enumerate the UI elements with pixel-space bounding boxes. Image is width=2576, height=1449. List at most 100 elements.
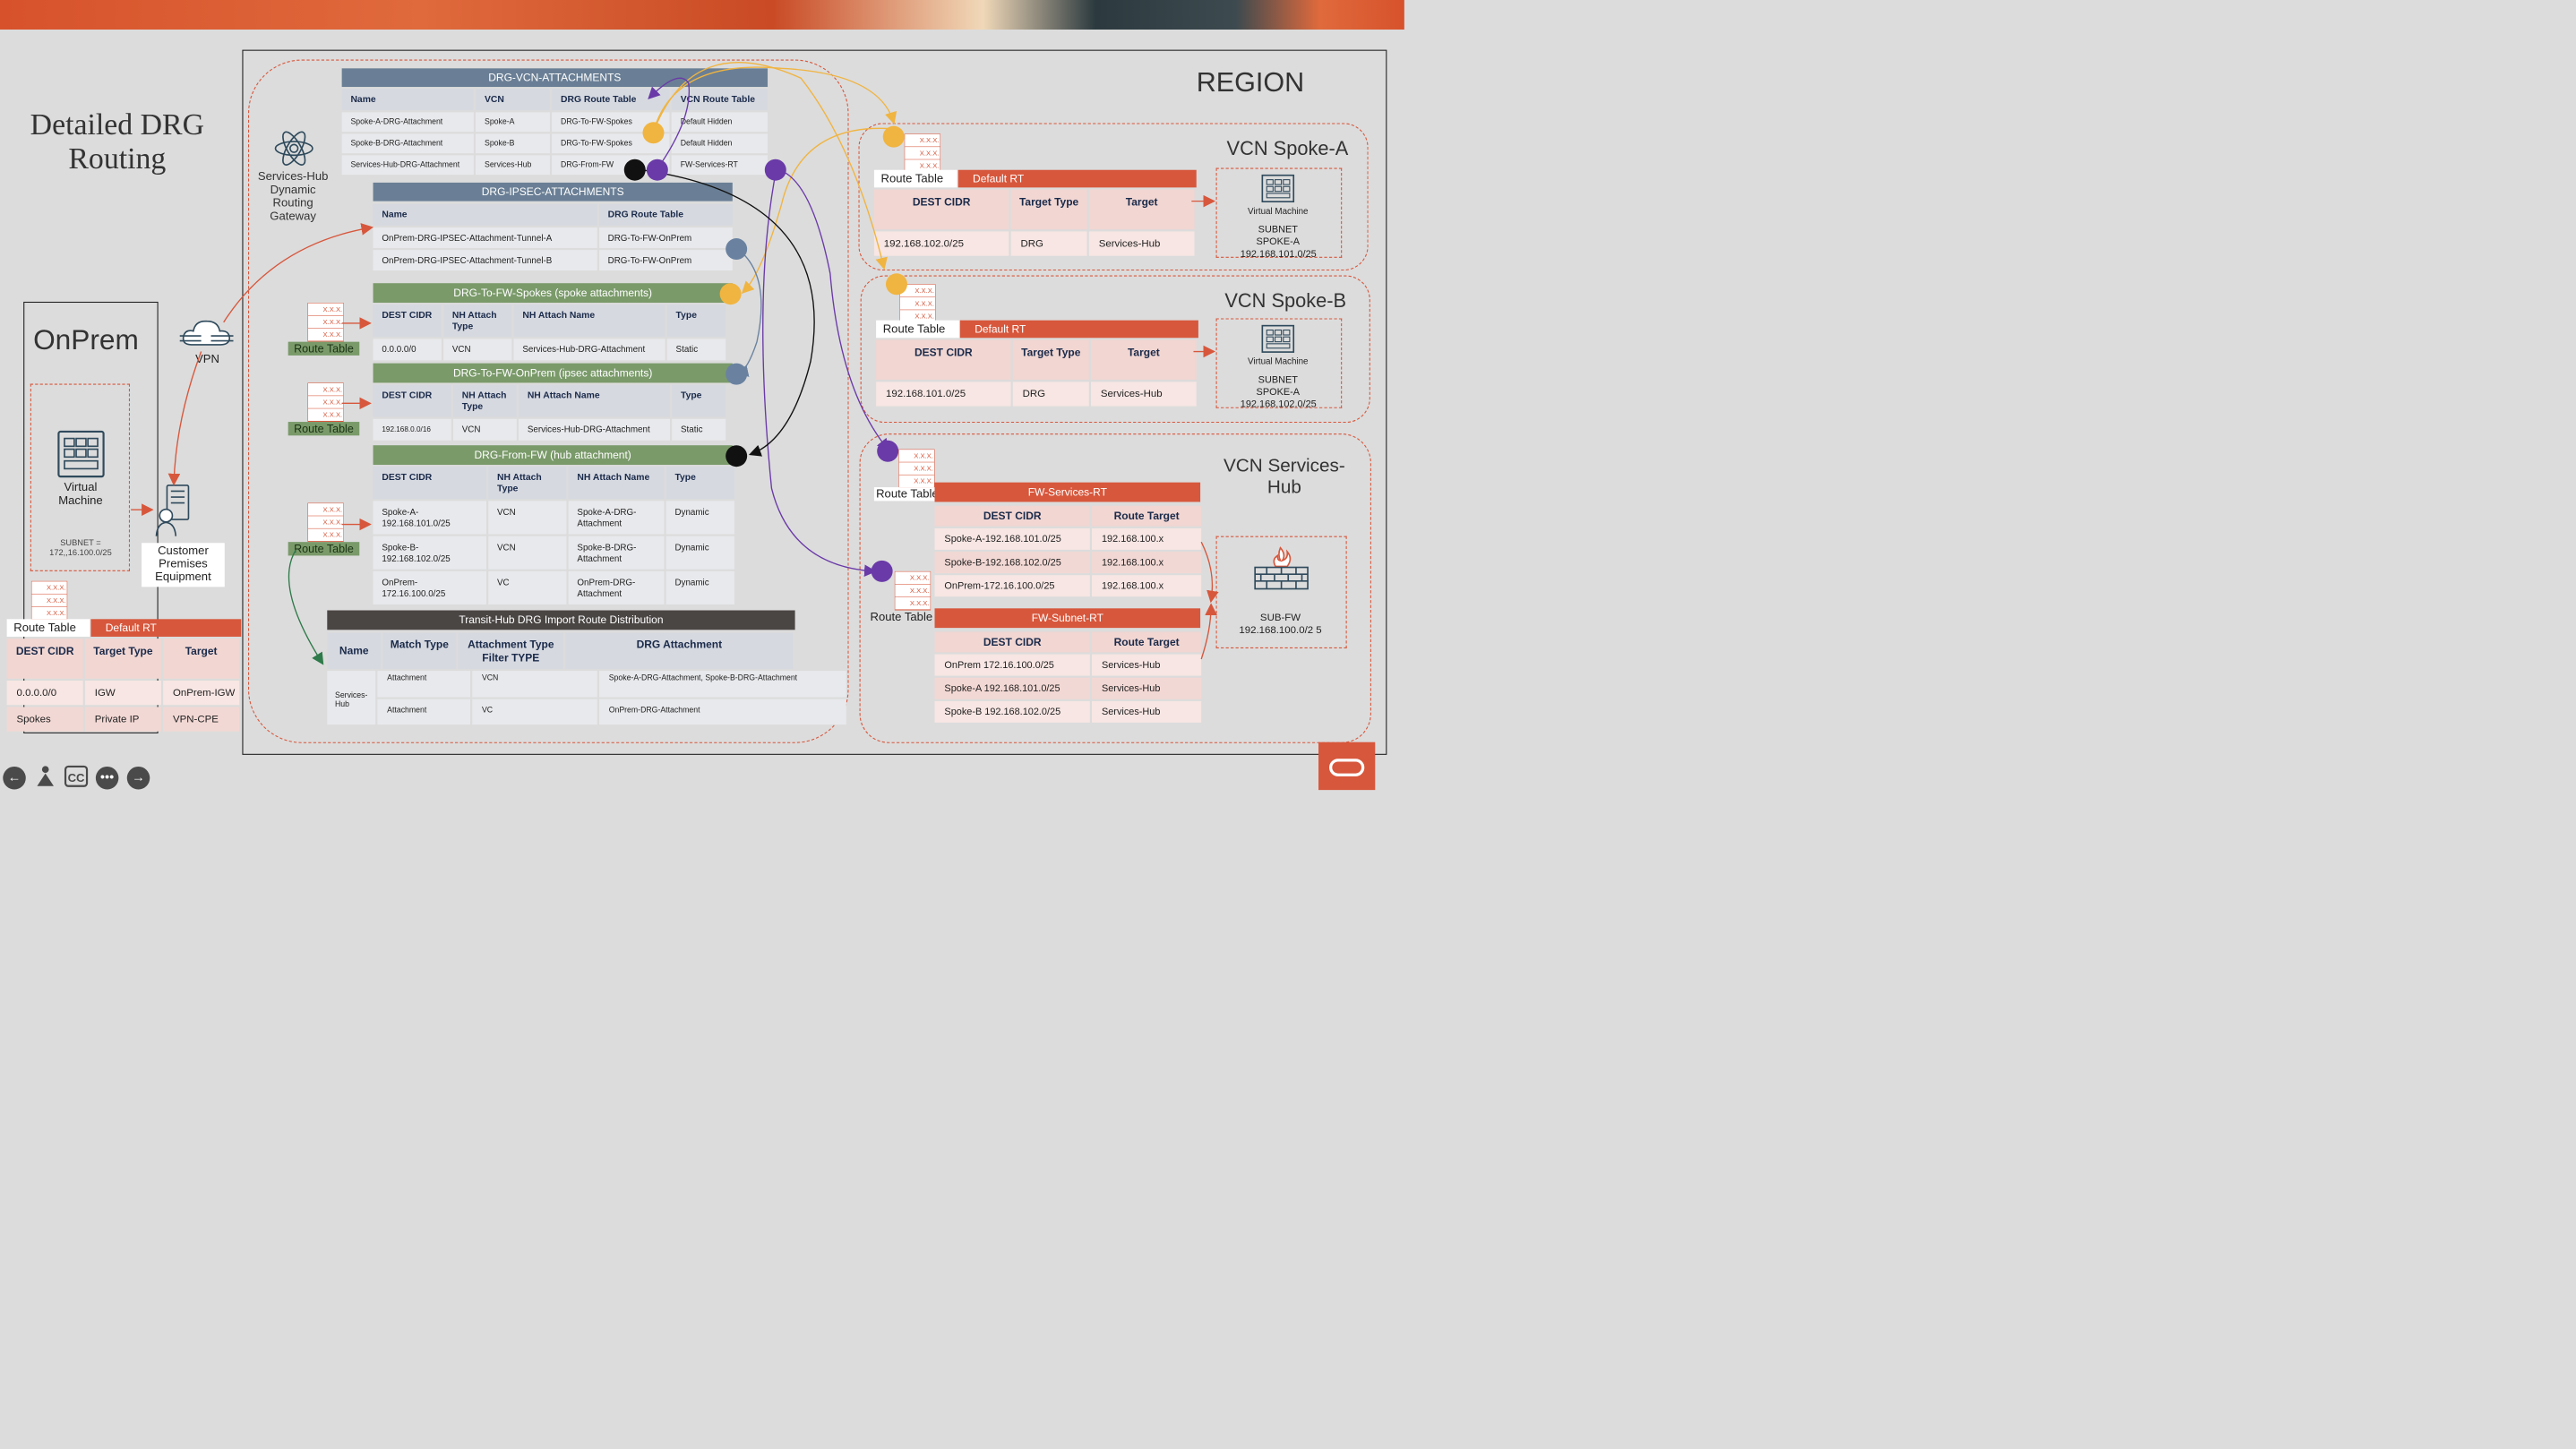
hub-rt1-cell: Spoke-B-192.168.102.0/25 <box>934 552 1090 574</box>
spoke-b-title: VCN Spoke-B <box>1224 289 1347 312</box>
spoke-b-rt-h2: Target <box>1090 339 1197 381</box>
hub-rt2-row: Spoke-A 192.168.101.0/25 Services-Hub <box>934 677 1202 699</box>
vcn-attach-row: Spoke-B-DRG-Attachment Spoke-B DRG-To-FW-S… <box>341 133 769 154</box>
drg-boundary <box>247 59 849 743</box>
vcn-attach-title: DRG-VCN-ATTACHMENTS <box>341 68 769 88</box>
firewall-icon <box>1252 546 1310 592</box>
hub-fw-label: SUB-FW 192.168.100.0/2 5 <box>1239 612 1322 636</box>
vcn-attach-cell: Spoke-B-DRG-Attachment <box>341 133 475 154</box>
rt-icon-row: X.X.X. <box>899 297 936 311</box>
to_fw_onprem-h0: DEST CIDR <box>373 384 451 417</box>
import-h2: Attachment Type Filter TYPE <box>458 632 564 669</box>
to_fw_spokes-h1: NH Attach Type <box>443 304 512 338</box>
vcn-attach-cell: Spoke-B <box>476 133 551 154</box>
spoke-b-rt-cell: DRG <box>1012 382 1089 407</box>
import-r0c0: Attachment <box>377 671 470 698</box>
spoke-a-rt-cell: DRG <box>1010 231 1087 256</box>
hub-rt1-row: Spoke-A-192.168.101.0/25 192.168.100.x <box>934 527 1202 550</box>
onprem-rt-table: DEST CIDR Target Type Target 0.0.0.0/0 IGW On… <box>6 639 240 732</box>
onprem-rt-cell: Spokes <box>6 707 83 732</box>
rt-icon-row: X.X.X. <box>308 528 344 542</box>
to_fw_spokes-h0: DEST CIDR <box>373 304 442 338</box>
onprem-rt-name: Default RT <box>90 619 242 637</box>
rt-icon-row: X.X.X. <box>31 581 67 595</box>
vcn-attach-row: Spoke-A-DRG-Attachment Spoke-A DRG-To-FW-S… <box>341 112 769 133</box>
onprem-rt-h1: Target Type <box>84 639 161 679</box>
hub-rt1-row: OnPrem-172.16.100.0/25 192.168.100.x <box>934 575 1202 597</box>
region-box <box>242 49 1387 755</box>
hub-rt2-cell: Services-Hub <box>1092 677 1202 699</box>
spoke-b-rt-label: Route Table <box>876 320 959 339</box>
import-r0c1: VCN <box>472 671 597 698</box>
ipsec-attach-cell: DRG-To-FW-OnPrem <box>598 227 733 248</box>
drg-label: Services-Hub Dynamic Routing Gateway <box>257 169 329 223</box>
from_fw-rt-icon: X.X.X. X.X.X. X.X.X. <box>307 502 344 543</box>
from_fw-cell: Spoke-B- 192.168.102.0/25 <box>373 536 487 570</box>
hub-rt1-header: DEST CIDR Route Target <box>934 505 1202 527</box>
vpn-label: VPN <box>195 352 219 366</box>
to_fw_onprem-cell: VCN <box>452 418 517 441</box>
to_fw_spokes-rt-icon: X.X.X. X.X.X. X.X.X. <box>307 303 344 342</box>
rt-icon-row: X.X.X. <box>895 597 931 610</box>
hub-rt1-cell: OnPrem-172.16.100.0/25 <box>934 575 1090 597</box>
rt-icon-row: X.X.X. <box>308 396 344 409</box>
cc-button[interactable]: CC <box>64 765 89 787</box>
hub-rt2-icon: X.X.X. X.X.X. X.X.X. <box>894 570 932 611</box>
onprem-rt-label: Route Table <box>6 619 90 637</box>
oracle-logo <box>1318 742 1376 791</box>
rt-icon-row: X.X.X. <box>31 595 67 607</box>
import-r1c0: Attachment <box>377 699 470 725</box>
from_fw-cell: Spoke-B-DRG- Attachment <box>568 536 665 570</box>
from_fw-cell: VC <box>488 570 567 604</box>
vcn-attach-h0: Name <box>341 89 475 111</box>
black-dot-2 <box>726 445 748 467</box>
cpe-icon <box>155 484 194 537</box>
from_fw-cell: VCN <box>488 501 567 535</box>
to_fw_spokes-cell: 0.0.0.0/0 <box>373 339 442 361</box>
ipsec-attach-title: DRG-IPSEC-ATTACHMENTS <box>373 182 733 201</box>
onprem-rt-cell: 0.0.0.0/0 <box>6 681 83 706</box>
user-icon[interactable] <box>34 765 56 787</box>
spoke-b-rt-h0: DEST CIDR <box>876 339 1011 381</box>
rt-icon-row: X.X.X. <box>308 316 344 329</box>
hub-rt2-label: Route Table <box>870 610 933 624</box>
to_fw_spokes-h2: NH Attach Name <box>513 304 665 338</box>
connectors <box>131 61 1219 665</box>
from_fw-header: DEST CIDR NH Attach Type NH Attach Name Typ… <box>373 467 734 500</box>
hub-rt1-h1: Route Target <box>1092 505 1202 527</box>
hub-title: VCN Services- Hub <box>1223 455 1345 498</box>
spoke-b-rt-cell: Services-Hub <box>1090 382 1197 407</box>
spoke-a-rt-h0: DEST CIDR <box>873 189 1009 230</box>
purple-dot-2 <box>764 159 786 181</box>
hub-rt2-h0: DEST CIDR <box>934 631 1090 653</box>
onprem-subnet <box>30 383 131 571</box>
hub-rt1-table: DEST CIDR Route Target Spoke-A-192.168.101… <box>934 505 1202 597</box>
to_fw_onprem-cell: Services-Hub-DRG-Attachment <box>519 418 671 441</box>
hub-rt1-icon: X.X.X. X.X.X. X.X.X. <box>898 449 935 489</box>
vcn-attach-table: Name VCN DRG Route Table VCN Route Table… <box>341 89 769 176</box>
back-arrow-icon[interactable]: ← <box>3 766 26 790</box>
vcn-attach-cell: Spoke-A-DRG-Attachment <box>341 112 475 133</box>
orange-dot-1 <box>642 122 665 144</box>
onprem-rt-cell: OnPrem-IGW <box>163 681 240 706</box>
blue-dot-1 <box>726 238 748 261</box>
more-icon[interactable]: ••• <box>95 766 119 790</box>
rt-icon-row: X.X.X. <box>308 503 344 517</box>
hub-rt2-cell: Spoke-B 192.168.102.0/25 <box>934 700 1090 723</box>
from_fw-cell: OnPrem-DRG- Attachment <box>568 570 665 604</box>
to_fw_onprem-title: DRG-To-FW-OnPrem (ipsec attachments) <box>373 363 733 383</box>
to_fw_spokes-title: DRG-To-FW-Spokes (spoke attachments) <box>373 283 733 304</box>
spoke-a-vm-icon <box>1261 174 1295 203</box>
from_fw-row: Spoke-A- 192.168.101.0/25 VCN Spoke-A-DRG-… <box>373 501 734 535</box>
forward-arrow-icon[interactable]: → <box>126 766 150 790</box>
onprem-rt-cell: IGW <box>84 681 161 706</box>
rt-icon-row: X.X.X. <box>898 462 934 476</box>
rt-icon-row: X.X.X. <box>308 383 344 397</box>
rt-icon-row: X.X.X. <box>899 285 936 298</box>
vpn-cloud-icon <box>179 316 234 351</box>
from_fw-cell: Dynamic <box>665 570 734 604</box>
purple-dot-4 <box>871 560 893 582</box>
spoke-a-box <box>858 123 1369 271</box>
onprem-rt-icon: X.X.X. X.X.X. X.X.X. <box>30 580 68 621</box>
orange-dot-2 <box>882 125 905 148</box>
